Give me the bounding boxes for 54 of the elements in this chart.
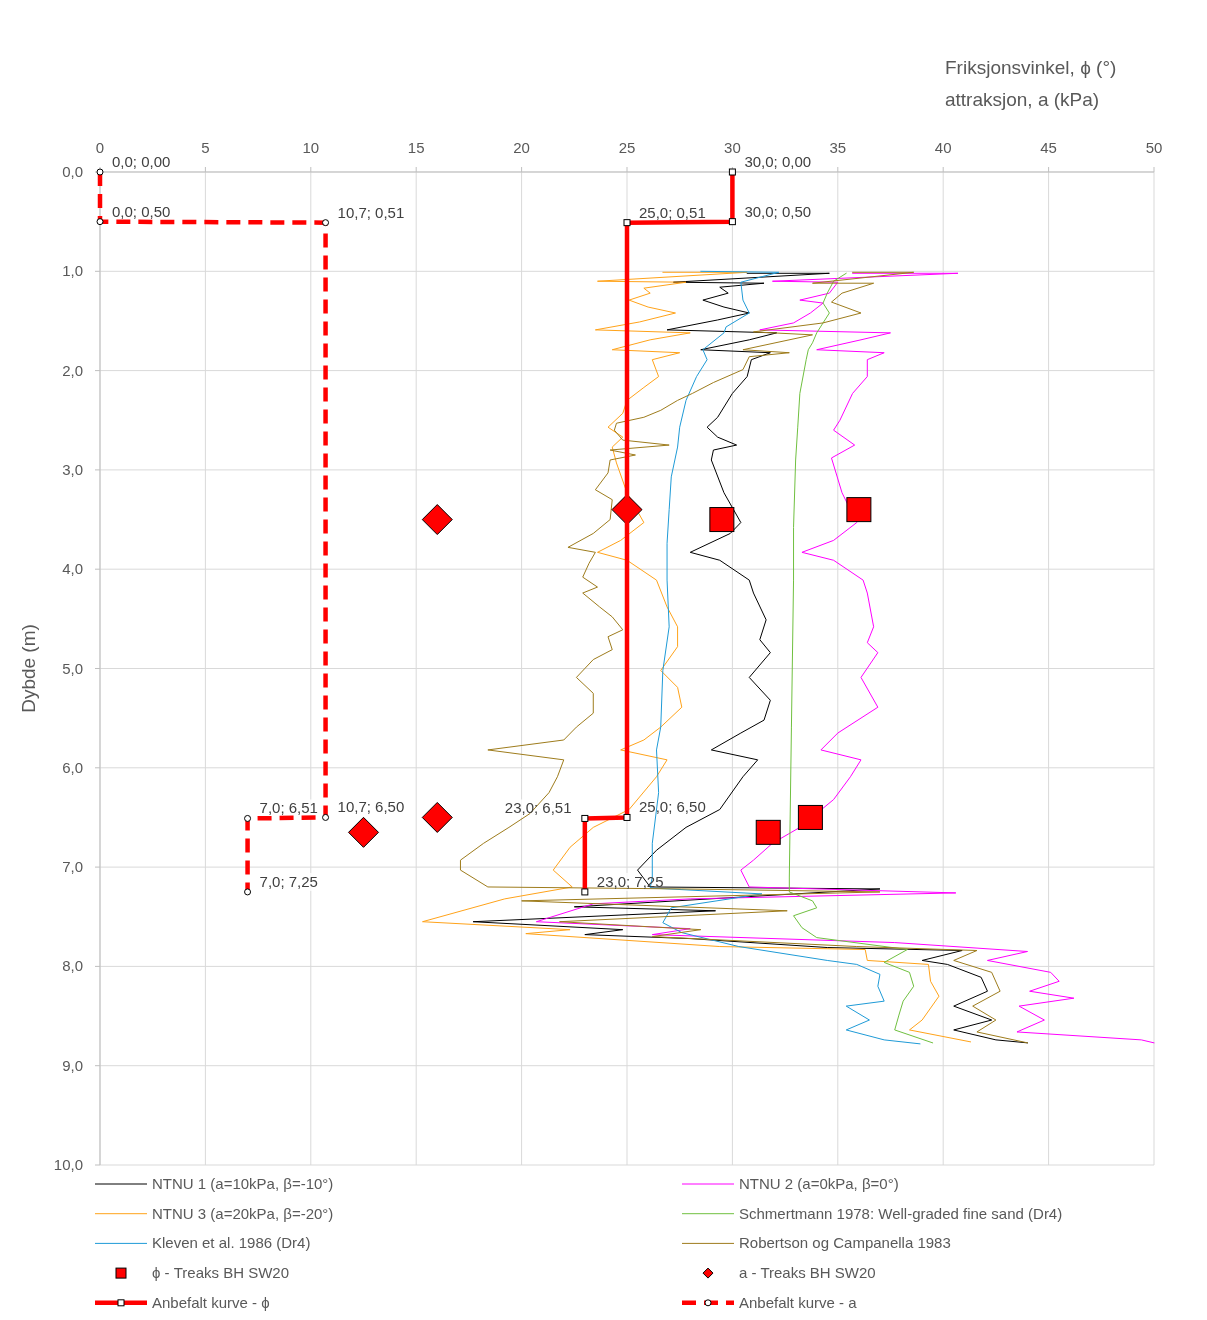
y-tick-label: 8,0 bbox=[62, 957, 83, 975]
y-tick-label: 10,0 bbox=[53, 1156, 83, 1173]
data-label: 0,0; 0,00 bbox=[112, 153, 171, 170]
point bbox=[755, 819, 781, 845]
y-tick-label: 0,0 bbox=[62, 163, 83, 180]
point bbox=[797, 804, 823, 830]
x-tick-label: 25 bbox=[618, 139, 636, 156]
y-axis-title: Dybde (m) bbox=[18, 624, 39, 713]
legend-label: Kleven et al. 1986 (Dr4) bbox=[152, 1234, 311, 1252]
legend-label: NTNU 3 (a=20kPa, β=-20°) bbox=[152, 1204, 334, 1222]
line-series bbox=[422, 271, 972, 1043]
x-tick-label: 10 bbox=[302, 139, 320, 156]
data-label: 30,0; 0,00 bbox=[744, 153, 812, 170]
legend-label: ϕ - Treaks BH SW20 bbox=[152, 1264, 290, 1282]
point bbox=[421, 504, 453, 536]
point bbox=[348, 816, 379, 848]
x-tick-label: 35 bbox=[829, 139, 847, 156]
x-tick-label: 40 bbox=[934, 139, 952, 156]
x-tick-label: 5 bbox=[201, 139, 210, 156]
y-tick-label: 3,0 bbox=[62, 460, 83, 478]
point bbox=[421, 801, 453, 833]
x-tick-label: 20 bbox=[513, 139, 530, 156]
line-series bbox=[535, 272, 1155, 1044]
x-axis-title: Friksjonsvinkel, ϕ (°) attraksjon, a (kPa) bbox=[945, 57, 1117, 110]
x-tick-label: 45 bbox=[1040, 139, 1057, 156]
data-label: 25,0; 0,51 bbox=[639, 203, 706, 221]
point bbox=[709, 507, 735, 533]
legend-label: Anbefalt kurve - a bbox=[739, 1293, 858, 1311]
x-tick-label: 30 bbox=[724, 139, 741, 156]
legend-label: a - Treaks BH SW20 bbox=[739, 1264, 876, 1282]
y-tick-label: 7,0 bbox=[62, 858, 83, 876]
data-label: 30,0; 0,50 bbox=[744, 202, 812, 220]
data-label: 10,7; 6,50 bbox=[337, 798, 405, 816]
legend-label: NTNU 2 (a=0kPa, β=0°) bbox=[739, 1175, 899, 1192]
x-tick-label: 15 bbox=[407, 139, 425, 156]
line-series bbox=[788, 272, 934, 1044]
y-tick-label: 5,0 bbox=[62, 659, 83, 677]
y-tick-label: 4,0 bbox=[62, 560, 83, 578]
data-label: 23,0; 6,51 bbox=[504, 799, 572, 817]
y-tick-label: 9,0 bbox=[62, 1056, 83, 1074]
legend-label: Robertson og Campanella 1983 bbox=[739, 1234, 951, 1252]
y-tick-label: 6,0 bbox=[62, 758, 83, 776]
x-tick-label: 50 bbox=[1145, 139, 1163, 156]
y-tick-label: 1,0 bbox=[62, 262, 83, 280]
x-tick-label: 0 bbox=[95, 139, 105, 156]
data-label: 10,7; 0,51 bbox=[337, 203, 405, 221]
data-label: 7,0; 7,25 bbox=[259, 872, 318, 890]
legend-label: NTNU 1 (a=10kPa, β=-10°) bbox=[152, 1175, 334, 1192]
point bbox=[846, 497, 872, 523]
data-label: 0,0; 0,50 bbox=[112, 202, 171, 220]
legend-label: Schmertmann 1978: Well-graded fine sand (Dr4) bbox=[739, 1204, 1063, 1222]
data-label: 7,0; 6,51 bbox=[259, 799, 318, 817]
legend-label: Anbefalt kurve - ϕ bbox=[152, 1293, 270, 1311]
y-tick-label: 2,0 bbox=[62, 361, 83, 379]
